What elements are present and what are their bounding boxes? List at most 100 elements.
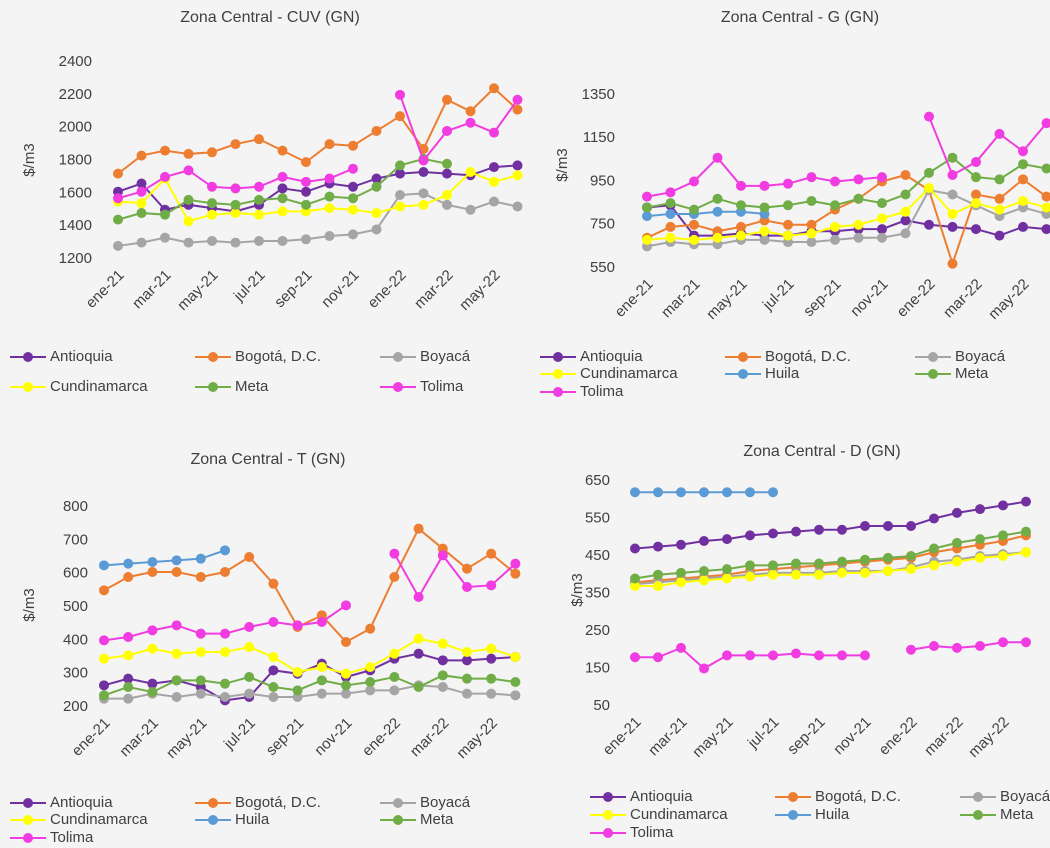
data-point [1021,637,1031,648]
data-point [653,569,663,580]
y-tick-label: 750 [590,216,615,233]
data-point [837,650,847,661]
y-tick-label: 450 [585,547,610,564]
legend-marker [23,798,33,808]
data-point [418,188,429,199]
series-line [117,94,519,200]
data-point [123,693,134,704]
legend-label: Meta [955,365,989,382]
x-tick-label: nov-21 [318,267,362,311]
series-line [103,527,517,644]
data-point [510,690,521,701]
x-tick-label: nov-21 [830,714,874,758]
data-point [244,622,255,632]
data-point [442,158,452,169]
data-point [791,569,801,580]
data-point [814,569,824,580]
data-point [220,647,230,657]
data-point [510,677,521,687]
y-tick-label: 400 [63,631,88,648]
data-point [994,193,1005,204]
data-point [877,224,887,235]
data-point [699,487,709,498]
data-point [220,678,230,689]
data-point [195,675,206,686]
data-point [768,569,778,580]
legend-label: Boyacá [420,794,471,811]
data-point [171,567,182,577]
data-point [183,165,194,176]
data-point [395,89,405,100]
data-point [722,487,732,498]
x-tick-label: mar-22 [411,267,457,313]
y-tick-label: 250 [585,622,610,639]
data-point [929,543,939,554]
data-point [254,181,264,192]
legend-marker [973,792,983,802]
x-tick-label: ene-22 [359,715,404,760]
data-point [442,189,452,200]
data-point [510,558,521,569]
data-point [348,163,358,174]
data-point [877,213,887,224]
data-point [437,638,448,649]
data-point [830,176,840,187]
data-point [1018,195,1028,206]
data-point [994,128,1005,139]
data-point [437,682,448,692]
data-point [676,567,686,578]
data-point [806,172,817,183]
x-tick-label: ene-22 [876,714,921,759]
data-point [814,524,824,535]
data-point [183,216,194,227]
x-tick-label: sep-21 [784,714,828,758]
legend-marker [973,810,983,820]
x-tick-label: ene-21 [83,267,128,312]
legend-label: Antioquia [50,794,113,811]
data-point [99,635,109,646]
data-point [348,193,358,204]
data-point [975,504,985,515]
data-point [160,209,170,220]
data-point [900,189,911,200]
x-tick-label: jul-21 [759,276,798,315]
data-point [906,521,916,531]
data-point [123,673,134,684]
data-point [512,160,523,171]
data-point [230,139,241,150]
data-point [324,173,335,184]
data-point [929,513,939,524]
data-point [207,198,217,209]
x-tick-label: jul-21 [744,714,783,753]
data-point [853,232,864,243]
chart-title: Zona Central - CUV (GN) [180,9,360,26]
data-point [220,567,230,577]
data-point [736,200,746,211]
data-point [1041,224,1050,235]
data-point [413,523,424,534]
y-axis-label: $/m3 [21,588,38,621]
legend-marker [603,792,613,802]
legend-marker [393,382,403,392]
data-point [830,234,840,245]
legend-marker [553,387,563,397]
x-tick-label: mar-21 [129,267,175,313]
data-point [301,199,311,210]
data-point [947,221,958,232]
data-point [348,140,358,151]
data-point [642,211,652,222]
data-point [759,226,770,237]
data-point [745,560,755,571]
data-point [971,172,981,183]
x-tick-label: ene-21 [600,714,645,759]
legend-marker [23,382,33,392]
legend-label: Boyacá [1000,788,1050,805]
legend-marker [553,352,563,362]
data-point [99,680,109,691]
data-point [389,672,400,682]
data-point [348,204,358,215]
data-point [316,688,327,699]
data-point [195,628,206,639]
data-point [395,111,405,122]
data-point [183,194,194,205]
